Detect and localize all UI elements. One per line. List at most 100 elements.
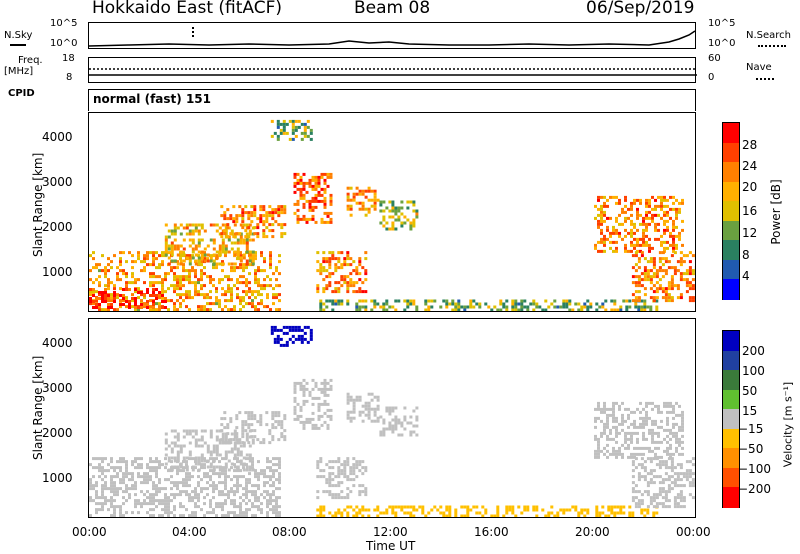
heatmap-cell [242,466,245,470]
heatmap-cell [305,199,309,203]
heatmap-cell [235,232,239,236]
heatmap-cell [329,220,333,224]
heatmap-cell [95,290,98,294]
heatmap-cell [606,422,609,426]
heatmap-cell [197,305,200,309]
heatmap-cell [101,254,104,258]
heatmap-cell [397,206,401,210]
heatmap-cell [678,425,681,429]
heatmap-cell [149,469,152,473]
heatmap-cell [233,266,236,270]
heatmap-cell [661,263,665,267]
heatmap-cell [140,463,143,467]
heatmap-cell [340,481,344,485]
heatmap-cell [320,414,324,418]
heatmap-cell [212,459,216,463]
heatmap-cell [182,435,186,439]
heatmap-cell [206,447,210,451]
heatmap-cell [308,417,312,421]
heatmap-cell [346,511,350,515]
heatmap-cell [322,290,326,294]
heatmap-cell [326,211,330,215]
heatmap-cell [603,210,606,214]
heatmap-cell [194,259,198,263]
heatmap-cell [337,281,341,285]
heatmap-cell [597,404,600,408]
heatmap-cell [188,453,192,457]
heatmap-cell [230,241,234,245]
heatmap-cell [660,419,663,423]
heatmap-cell [296,181,300,185]
heatmap-cell [230,447,234,451]
heatmap-cell [247,411,251,415]
heatmap-cell [170,253,174,257]
heatmap-cell [603,195,606,199]
heatmap-cell [101,505,104,509]
heatmap-cell [655,272,659,276]
heatmap-cell [200,478,203,482]
heatmap-cell [176,468,180,472]
heatmap-cell [122,251,125,255]
heatmap-cell [239,256,243,260]
power-heatmap [89,119,695,311]
heatmap-cell [164,253,168,257]
heatmap-cell [595,508,599,512]
heatmap-cell [218,250,222,254]
heatmap-cell [185,463,188,467]
heatmap-cell [113,294,116,297]
heatmap-cell [236,514,239,517]
heatmap-cell [600,195,603,199]
heatmap-cell [164,478,167,482]
heatmap-cell [161,260,164,264]
heatmap-cell [293,411,297,415]
heatmap-cell [293,399,297,403]
heatmap-cell [167,505,170,509]
heatmap-cell [113,287,116,291]
heatmap-cell [400,424,404,428]
heatmap-cell [275,296,278,300]
heatmap-cell [274,420,278,424]
heatmap-cell [311,378,315,382]
heatmap-cell [215,302,218,306]
heatmap-cell [275,496,278,500]
heatmap-cell [272,272,275,276]
heatmap-cell [173,435,177,439]
heatmap-cell [242,514,245,517]
heatmap-cell [628,511,632,515]
heatmap-cell [191,457,194,461]
heatmap-cell [367,410,371,414]
heatmap-cell [589,302,593,306]
heatmap-cell [279,343,283,347]
heatmap-cell [152,303,155,306]
heatmap-cell [245,496,248,500]
power-cb-label: Power [dB] [769,179,783,245]
heatmap-cell [98,508,101,512]
heatmap-cell [179,287,182,291]
heatmap-cell [355,398,359,402]
heatmap-cell [230,287,233,291]
heatmap-cell [245,481,248,485]
heatmap-cell [98,308,101,311]
heatmap-cell [291,128,295,132]
heatmap-cell [634,505,638,509]
heatmap-cell [603,201,606,205]
heatmap-cell [597,407,600,411]
heatmap-cell [394,514,398,517]
heatmap-cell [328,472,332,476]
heatmap-cell [678,413,681,417]
heatmap-cell [125,511,128,515]
heatmap-cell [223,232,227,236]
heatmap-cell [257,508,260,512]
heatmap-cell [155,288,158,291]
heatmap-cell [526,305,530,309]
heatmap-cell [355,475,359,479]
heatmap-cell [245,463,248,467]
heatmap-cell [364,401,368,405]
heatmap-cell [280,205,284,209]
heatmap-cell [655,269,659,273]
heatmap-cell [642,237,645,241]
heatmap-cell [247,211,251,215]
heatmap-cell [254,493,257,497]
heatmap-cell [236,266,239,270]
heatmap-cell [323,199,327,203]
